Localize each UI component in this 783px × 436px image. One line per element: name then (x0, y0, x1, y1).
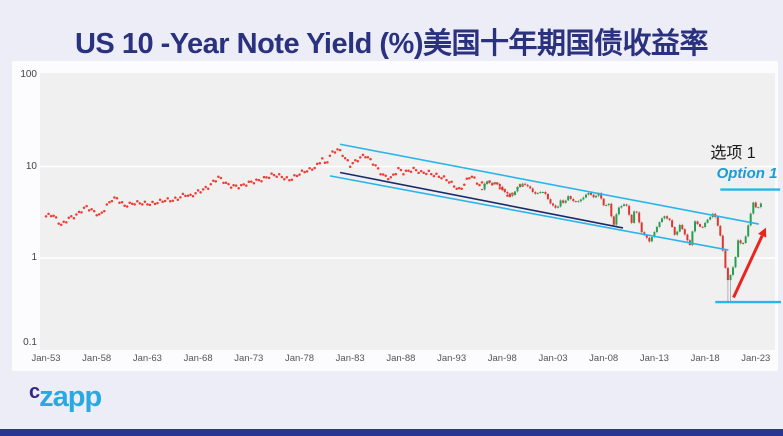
x-tick-label: Jan-08 (589, 353, 619, 364)
x-tick-label: Jan-68 (183, 353, 213, 364)
channel-upper-line (339, 143, 759, 225)
x-tick-label: Jan-83 (335, 353, 365, 364)
x-tick-label: Jan-63 (132, 353, 162, 364)
option-label-chinese: 选项 1 (710, 145, 756, 162)
x-tick-label: Jan-03 (538, 353, 568, 364)
x-tick-label: Jan-88 (386, 353, 416, 364)
y-tick-label: 100 (20, 69, 37, 80)
x-tick-label: Jan-13 (639, 353, 669, 364)
channel-lower-line (329, 175, 729, 251)
x-tick-label: Jan-98 (487, 353, 517, 364)
x-tick-label: Jan-73 (234, 353, 264, 364)
czapp-logo: czapp (29, 381, 102, 414)
candlestick-series (481, 180, 762, 303)
page-title: US 10 -Year Note Yield (%)美国十年期国债收益率 (74, 28, 709, 60)
option-label-english: Option 1 (716, 165, 778, 182)
y-tick-label: 10 (25, 160, 37, 172)
x-tick-label: Jan-23 (741, 353, 771, 364)
x-tick-label: Jan-58 (82, 353, 112, 364)
projection-arrow (732, 227, 767, 299)
x-tick-label: Jan-78 (284, 353, 315, 364)
logo-prefix: c (29, 381, 40, 403)
dots-series (44, 148, 524, 226)
x-tick-label: Jan-93 (437, 353, 467, 364)
x-tick-label: Jan-18 (690, 353, 720, 364)
y-tick-label: 0.1 (23, 337, 37, 348)
channel-median-line (339, 171, 624, 229)
trend-channel (329, 143, 759, 251)
bottom-bar (0, 429, 783, 436)
plot-area (40, 73, 775, 350)
annotation-lines (715, 188, 781, 304)
y-tick-label: 1 (31, 252, 37, 263)
x-tick-label: Jan-53 (31, 353, 61, 364)
logo-name: zapp (39, 381, 102, 413)
